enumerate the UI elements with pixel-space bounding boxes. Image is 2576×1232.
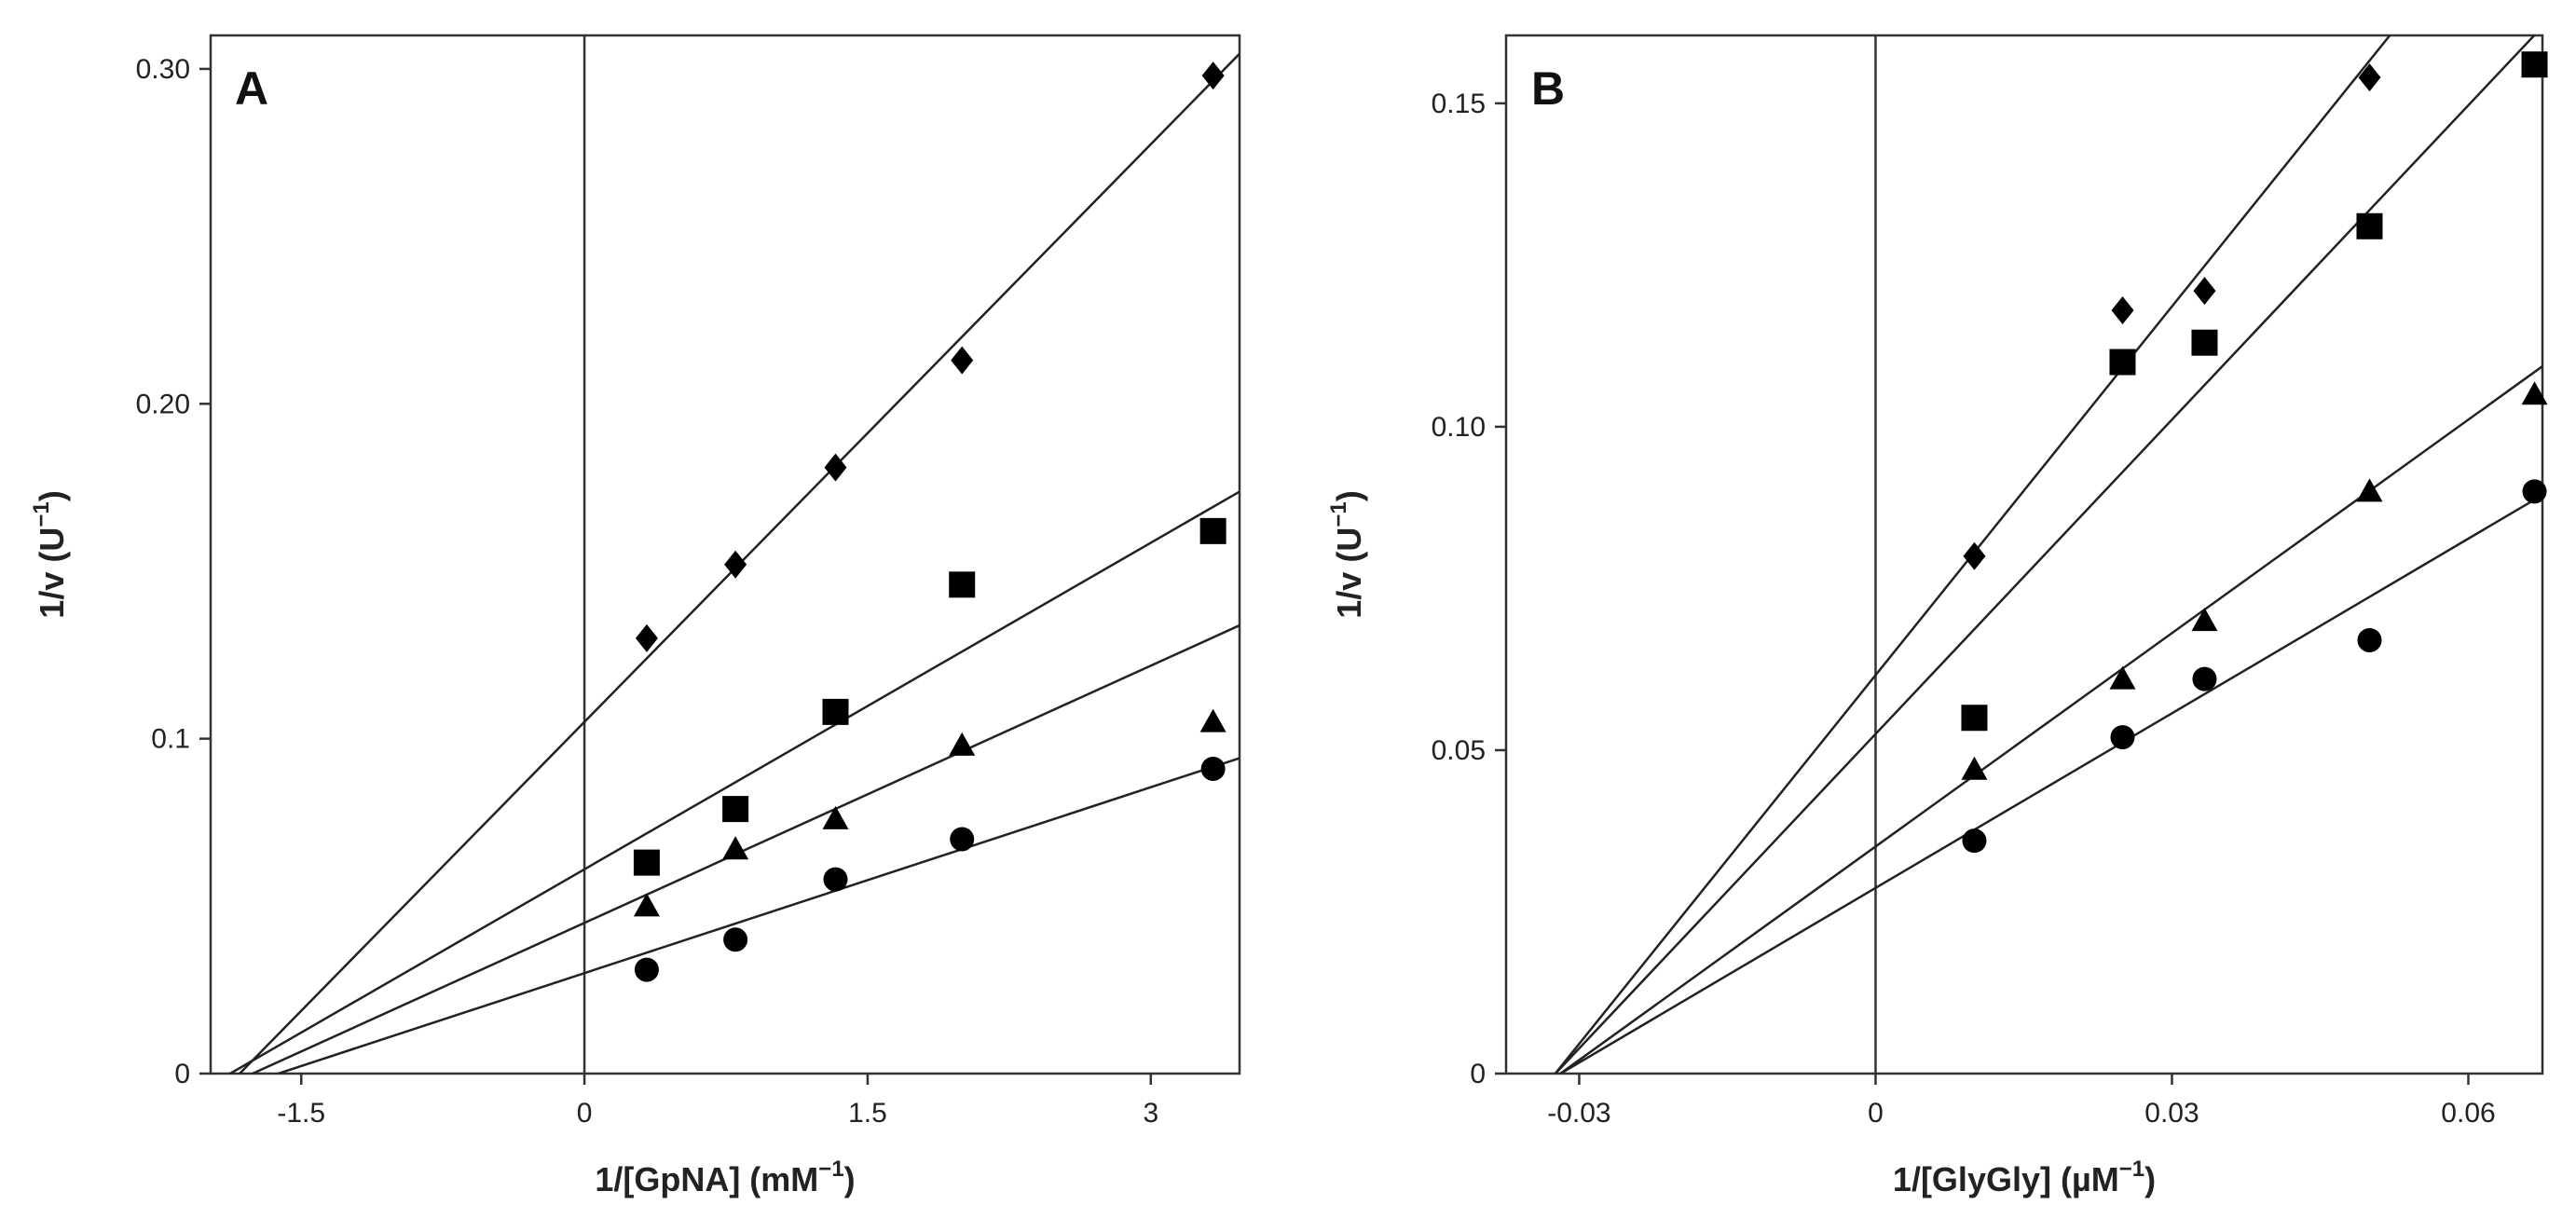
data-point-triangle [2521,381,2548,405]
data-point-triangle [2356,478,2383,502]
x-tick-label: 0.03 [2144,1098,2199,1129]
x-axis-title-text: 1/[GpNA] (mM [595,1160,818,1198]
data-point-circle [723,927,748,952]
fit-line-circle [1557,494,2542,1074]
panel-letter: A [235,62,268,115]
y-axis-title-close: ) [33,490,71,501]
data-point-circle [2522,479,2547,504]
data-point-diamond [724,550,747,579]
x-axis-title-exponent: −1 [2119,1157,2144,1182]
x-axis-title: 1/[GlyGly] (µM−1) [1893,1157,2156,1198]
data-point-square [2356,212,2383,240]
y-axis-title-text: 1/v (U [33,527,71,619]
x-axis-title-close: ) [844,1160,856,1198]
fit-line-square [227,490,1240,1074]
data-point-square [2109,349,2136,376]
y-axis-title-exponent: −1 [29,501,54,527]
data-point-triangle [633,893,660,917]
data-point-circle [2110,725,2135,750]
x-tick-label: 3 [1143,1098,1158,1129]
data-point-square [949,571,976,598]
x-axis-title-close: ) [2144,1160,2156,1198]
y-tick-label: 0.30 [136,54,190,85]
data-point-triangle [2191,608,2218,632]
data-point-square [1199,517,1226,544]
fit-line-diamond [1554,35,2391,1074]
data-point-diamond [635,623,658,652]
y-tick-label: 0.15 [1432,89,1486,119]
data-point-triangle [949,732,976,756]
fit-line-circle [274,757,1240,1074]
data-point-diamond [2358,63,2381,92]
y-axis-title-exponent: −1 [1326,501,1351,527]
data-point-square [2191,329,2218,356]
x-axis-title-exponent: −1 [818,1157,843,1182]
data-point-diamond [2111,295,2134,324]
y-tick-label: 0 [1470,1059,1486,1089]
panel-b: -0.03 0 0.03 0.06 0 0.05 0.10 0.15 B 1/[GlyGly] (… [1326,34,2548,1198]
fit-line-square [1554,35,2536,1074]
data-point-circle [823,867,848,892]
data-point-triangle [2109,665,2136,690]
data-point-square [822,698,849,725]
data-point-triangle [822,805,849,829]
data-point-square [633,849,660,876]
panel-a: -1.5 0 1.5 300.10.200.30 A1/[GpNA] (mM−1)1/v… [29,34,1241,1198]
y-axis-title: 1/v (U−1) [29,490,71,618]
data-point-circle [950,827,975,852]
data-point-square [722,796,749,823]
x-tick-label: -0.03 [1547,1098,1610,1129]
data-point-triangle [1961,756,1988,780]
y-axis-title-text: 1/v (U [1330,527,1368,619]
x-axis-title-text: 1/[GlyGly] (µM [1893,1160,2119,1198]
plot-frame [209,34,1241,1075]
data-point-circle [2357,627,2382,652]
data-point-triangle [1199,708,1226,732]
data-point-diamond [2193,277,2216,306]
y-tick-label: 0.05 [1432,735,1486,766]
x-tick-label: 0 [1868,1098,1884,1129]
x-axis-title: 1/[GpNA] (mM−1) [595,1157,855,1198]
plot-frame [1504,34,2544,1075]
data-point-square [2521,51,2548,78]
data-point-circle [2192,666,2217,691]
data-point-circle [634,957,659,982]
y-tick-label: 0.1 [151,724,190,755]
x-tick-label: -1.5 [277,1098,325,1129]
y-tick-label: 0.20 [136,389,190,419]
fit-line-triangle [1558,365,2542,1074]
y-tick-label: 0 [174,1059,190,1089]
data-point-circle [1962,828,1987,854]
x-tick-label: 0.06 [2441,1098,2495,1129]
data-point-square [1961,705,1988,732]
y-tick-label: 0.10 [1432,412,1486,443]
x-tick-label: 0 [577,1098,593,1129]
data-point-triangle [722,836,749,860]
data-point-diamond [824,453,847,482]
x-tick-label: 1.5 [848,1098,887,1129]
data-point-diamond [1201,62,1225,90]
fit-line-diamond [238,52,1240,1074]
data-point-circle [1200,756,1226,781]
data-point-diamond [1963,541,1986,570]
y-axis-title-close: ) [1330,490,1368,501]
data-point-diamond [951,346,974,375]
y-axis-title: 1/v (U−1) [1326,490,1368,618]
panel-letter: B [1531,62,1565,115]
